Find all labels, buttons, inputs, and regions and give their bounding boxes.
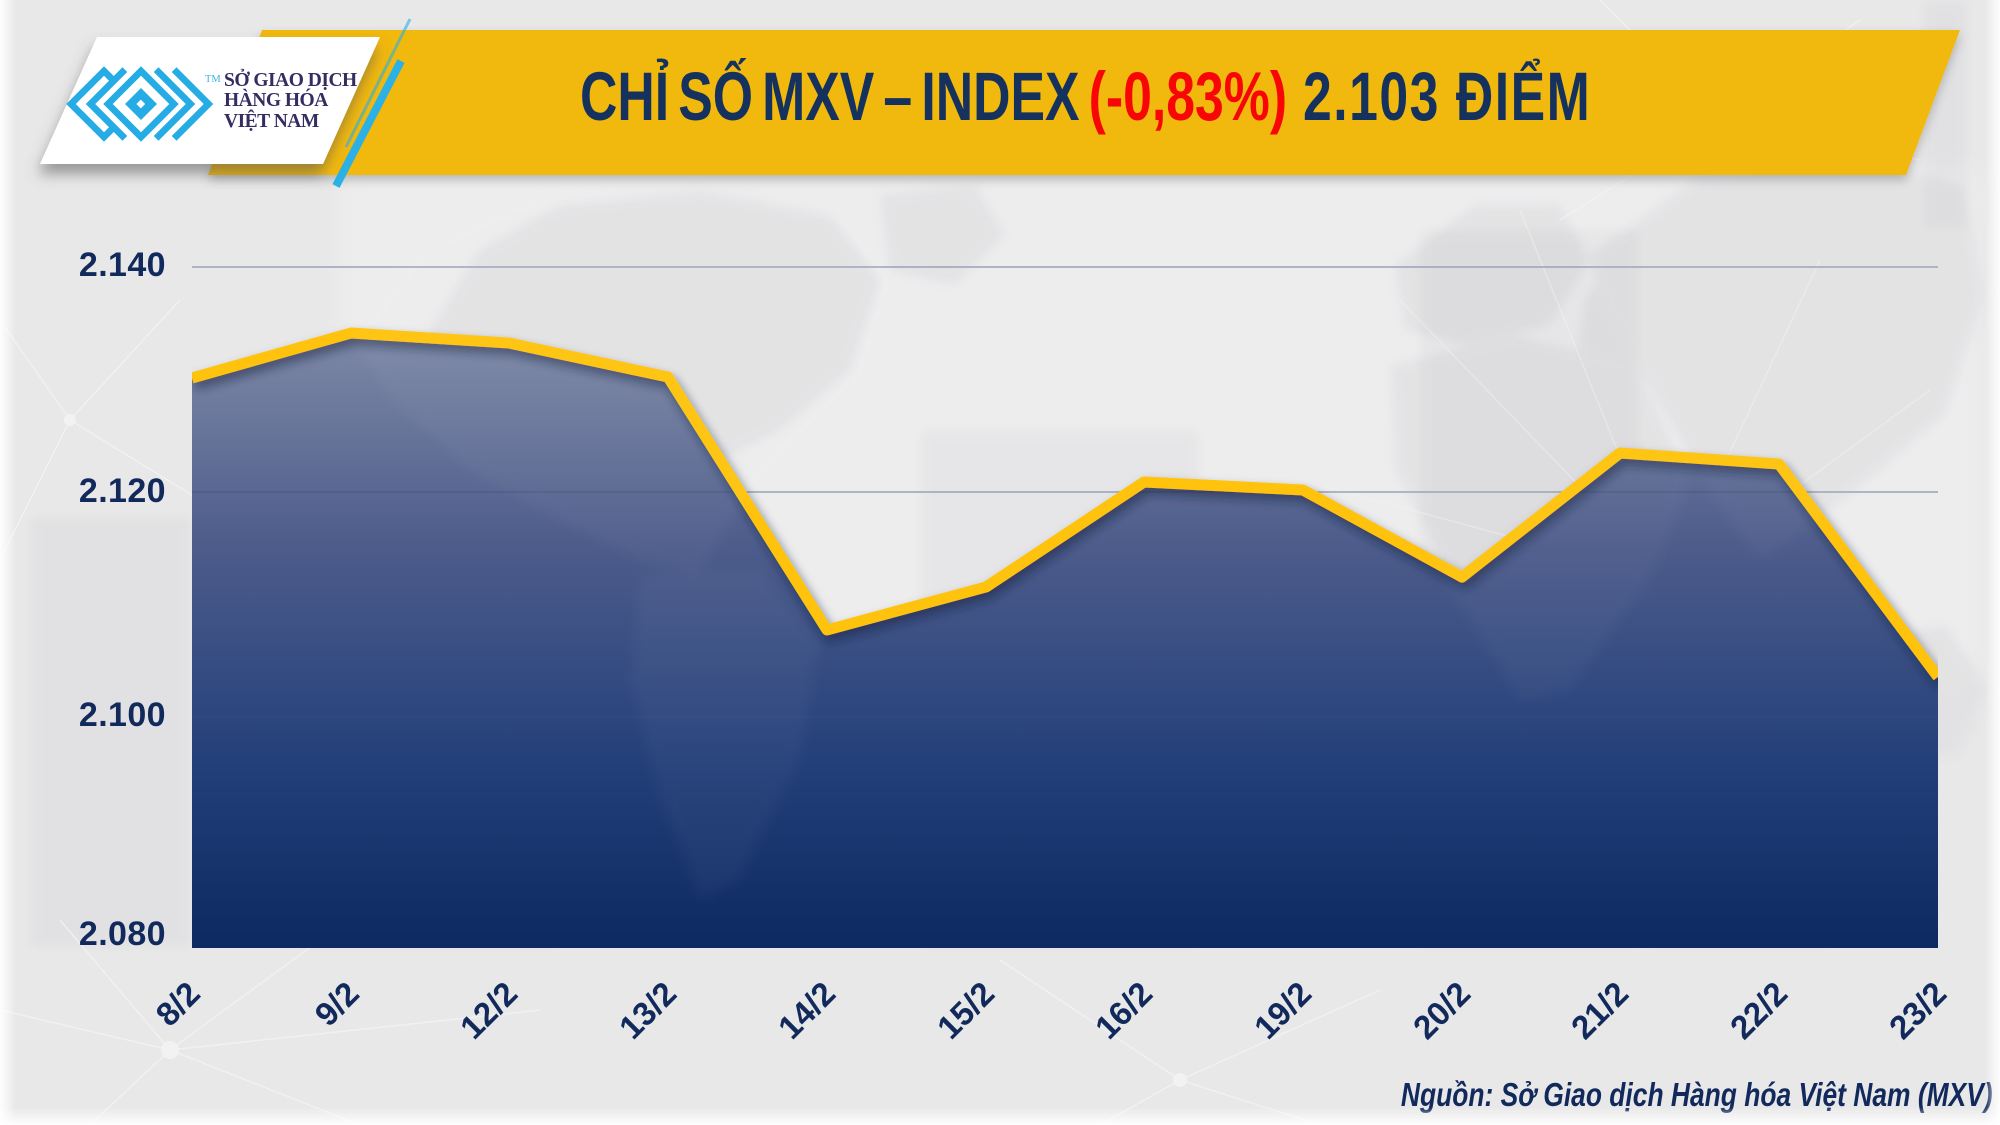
svg-text:TM: TM	[205, 74, 221, 85]
